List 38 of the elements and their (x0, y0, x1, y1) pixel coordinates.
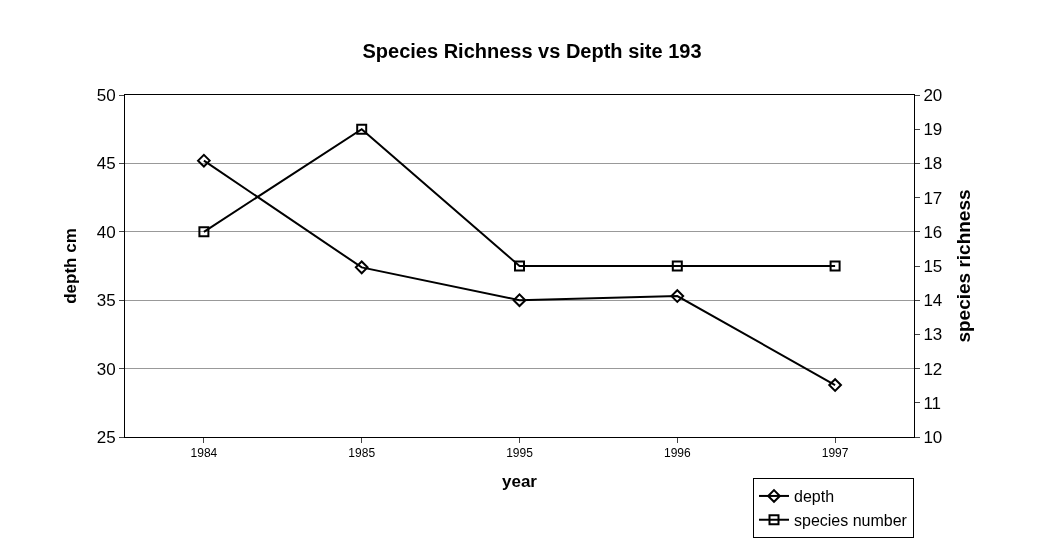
y-tick-label: 35 (96, 291, 116, 311)
x-axis-title: year (502, 471, 538, 491)
point (514, 260, 525, 272)
point (197, 153, 211, 168)
x-tick-label: 1997 (821, 446, 849, 461)
y-tick-label: 40 (96, 222, 116, 242)
legend-label: depth (794, 488, 835, 506)
point (671, 260, 683, 272)
y-axis-title: depth cm (61, 228, 81, 304)
point (356, 123, 368, 135)
y2-tick-label: 16 (923, 222, 943, 242)
point (670, 289, 685, 303)
point (829, 260, 841, 272)
point (198, 226, 210, 238)
chart-title: Species Richness vs Depth site 193 (362, 40, 702, 62)
legend-label: species number (794, 511, 908, 529)
y2-tick-label: 12 (923, 359, 943, 379)
x-tick-label: 1996 (663, 446, 691, 461)
y2-tick-label: 18 (923, 154, 943, 174)
point (512, 293, 527, 308)
y2-tick-label: 17 (923, 188, 943, 208)
point (354, 260, 369, 275)
point (828, 378, 842, 392)
y2-tick-label: 19 (923, 120, 943, 140)
x-tick-label: 1985 (348, 446, 376, 461)
y2-tick-label: 10 (923, 427, 943, 447)
y2-axis-title: species richness (953, 189, 975, 343)
x-tick-label: 1995 (506, 446, 534, 461)
y-tick-label: 45 (96, 154, 116, 174)
x-tick-label: 1984 (190, 446, 218, 461)
y2-tick-label: 11 (923, 393, 942, 413)
y-tick-label: 30 (96, 359, 116, 379)
y-tick-label: 25 (96, 427, 116, 447)
y2-tick-label: 15 (923, 256, 943, 276)
y2-tick-label: 14 (923, 291, 943, 311)
y-tick-label: 50 (96, 85, 116, 105)
y2-tick-label: 13 (923, 325, 943, 345)
y2-tick-label: 20 (923, 85, 943, 105)
